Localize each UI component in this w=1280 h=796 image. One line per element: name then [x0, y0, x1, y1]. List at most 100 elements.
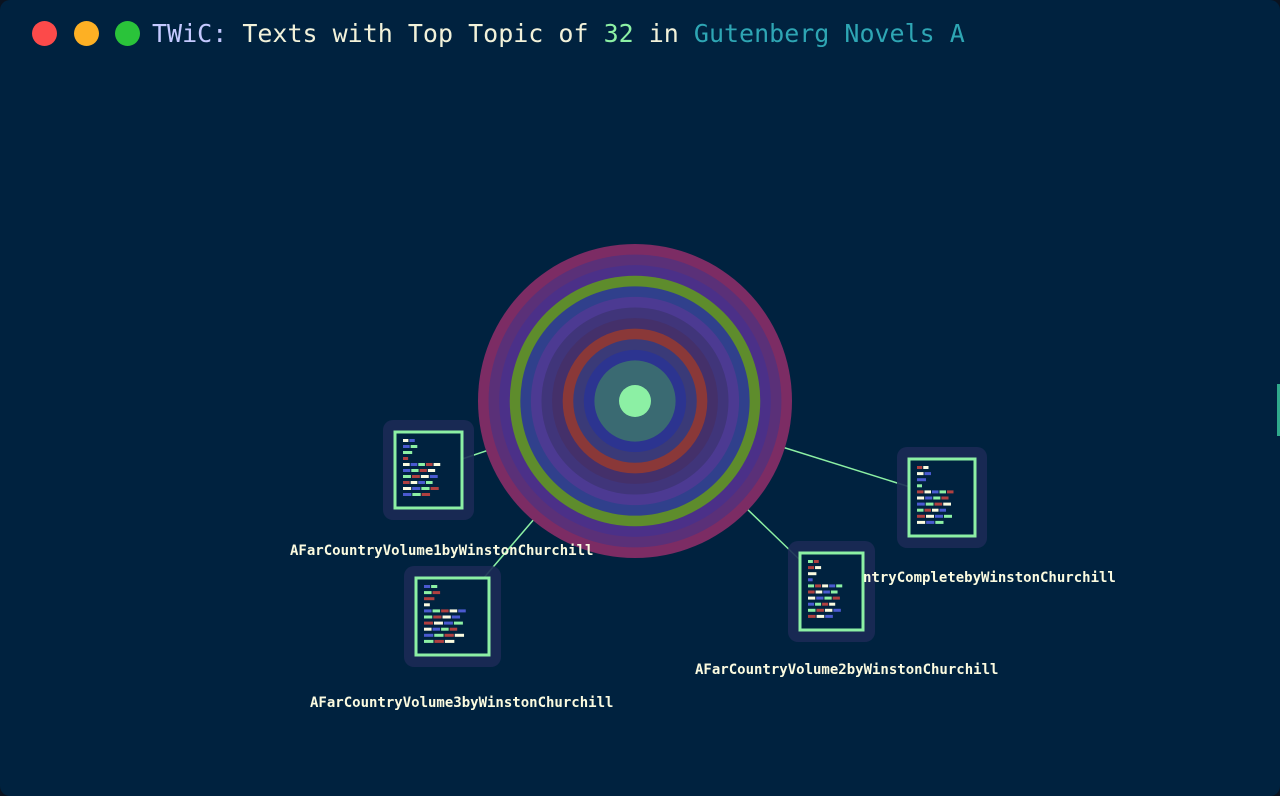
document-text-line: [926, 514, 934, 518]
document-text-line: [944, 514, 952, 518]
document-text-line: [442, 615, 451, 619]
document-text-line: [424, 615, 433, 619]
document-text-line: [836, 584, 843, 588]
document-text-line: [403, 451, 413, 454]
document-text-line: [449, 627, 458, 631]
doc-label-volume3[interactable]: AFarCountryVolume3byWinstonChurchill: [310, 695, 614, 711]
document-text-line: [403, 457, 409, 460]
document-nodes: [383, 420, 987, 667]
document-text-line: [917, 466, 923, 469]
document-text-line: [824, 596, 832, 600]
document-text-line: [444, 633, 454, 637]
document-text-line: [424, 627, 432, 631]
document-text-line: [418, 481, 425, 484]
document-text-line: [816, 608, 824, 612]
document-text-line: [939, 490, 946, 494]
document-text-line: [925, 496, 933, 500]
document-text-line: [420, 475, 429, 478]
document-text-line: [932, 490, 939, 494]
document-text-line: [403, 475, 411, 478]
document-text-line: [424, 621, 433, 625]
document-text-line: [932, 508, 939, 512]
topic-center-node[interactable]: [619, 385, 651, 417]
side-panel-handle[interactable]: [1277, 384, 1280, 436]
document-text-line: [403, 439, 409, 442]
document-text-line: [403, 493, 412, 496]
document-text-line: [808, 596, 816, 600]
page-title: TWiC: Texts with Top Topic of 32 in Gute…: [152, 17, 965, 51]
document-text-line: [441, 609, 449, 613]
document-text-line: [410, 481, 418, 484]
document-text-line: [822, 584, 829, 588]
app-brand: TWiC:: [152, 19, 228, 48]
document-text-line: [410, 463, 418, 466]
document-text-line: [454, 633, 465, 637]
doc-label-volume1[interactable]: AFarCountryVolume1byWinstonChurchill: [290, 543, 594, 559]
document-text-line: [403, 469, 411, 472]
document-text-line: [429, 475, 438, 478]
document-text-line: [433, 615, 442, 619]
document-text-line: [451, 615, 461, 619]
document-text-line: [917, 520, 926, 524]
minimize-button[interactable]: [74, 21, 99, 46]
document-text-line: [453, 621, 463, 625]
title-middle: in: [633, 19, 694, 48]
document-text-line: [411, 469, 419, 472]
document-node[interactable]: [897, 447, 987, 548]
document-text-line: [808, 608, 816, 612]
corpus-name[interactable]: Gutenberg Novels A: [693, 19, 965, 48]
document-text-line: [808, 566, 815, 570]
document-text-line: [825, 614, 833, 618]
document-text-line: [427, 469, 436, 472]
document-text-line: [410, 445, 418, 448]
maximize-button[interactable]: [115, 21, 140, 46]
document-text-line: [421, 493, 431, 496]
document-text-line: [808, 614, 816, 618]
document-text-line: [815, 566, 822, 570]
doc-label-complete[interactable]: ntryCompletebyWinstonChurchill: [863, 570, 1116, 586]
document-text-line: [425, 481, 433, 484]
document-text-line: [934, 502, 943, 506]
document-text-line: [409, 439, 415, 442]
document-text-line: [829, 602, 836, 606]
document-node[interactable]: [404, 566, 501, 667]
document-text-line: [815, 590, 823, 594]
document-text-line: [430, 487, 439, 490]
document-text-line: [917, 478, 926, 482]
document-text-line: [816, 614, 825, 618]
document-text-line: [424, 597, 435, 601]
document-text-line: [830, 590, 838, 594]
document-text-line: [935, 520, 944, 524]
document-text-line: [917, 514, 925, 518]
document-text-line: [411, 475, 420, 478]
document-text-line: [813, 560, 819, 563]
document-text-line: [424, 603, 430, 607]
document-text-line: [412, 487, 421, 490]
document-text-line: [924, 472, 931, 476]
document-text-line: [943, 502, 951, 506]
topic-ring-cluster[interactable]: [478, 244, 792, 558]
document-text-line: [925, 502, 934, 506]
document-node[interactable]: [383, 420, 474, 520]
document-text-line: [815, 602, 822, 606]
document-text-line: [412, 493, 421, 496]
topic-id[interactable]: 32: [603, 19, 634, 48]
title-prefix: Texts with Top Topic of: [227, 19, 604, 48]
document-text-line: [434, 633, 444, 637]
document-text-line: [947, 490, 954, 494]
document-text-line: [403, 487, 412, 490]
document-text-line: [926, 520, 935, 524]
document-text-line: [822, 602, 829, 606]
document-text-line: [441, 627, 449, 631]
doc-label-volume2[interactable]: AFarCountryVolume2byWinstonChurchill: [695, 662, 999, 678]
document-text-line: [424, 639, 434, 643]
document-text-line: [823, 590, 830, 594]
document-text-line: [917, 496, 925, 500]
document-text-line: [924, 508, 931, 512]
close-button[interactable]: [32, 21, 57, 46]
document-text-line: [424, 633, 434, 637]
document-text-line: [816, 596, 824, 600]
document-node[interactable]: [788, 541, 875, 642]
document-text-line: [941, 496, 949, 500]
